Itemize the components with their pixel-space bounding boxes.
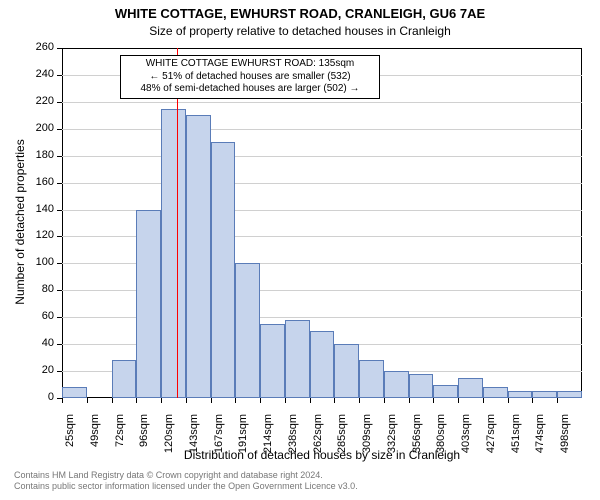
y-tick-label: 200	[0, 122, 54, 134]
x-tick	[112, 398, 113, 403]
y-tick	[57, 290, 62, 291]
histogram-bar	[211, 142, 236, 398]
y-tick	[57, 75, 62, 76]
y-tick	[57, 48, 62, 49]
histogram-bar	[508, 391, 533, 398]
chart-title: WHITE COTTAGE, EWHURST ROAD, CRANLEIGH, …	[0, 6, 600, 21]
histogram-bar	[285, 320, 310, 398]
annotation-line-3: 48% of semi-detached houses are larger (…	[125, 83, 375, 96]
x-tick	[186, 398, 187, 403]
y-tick	[57, 156, 62, 157]
y-tick	[57, 102, 62, 103]
histogram-bar	[483, 387, 508, 398]
footer-line-1: Contains HM Land Registry data © Crown c…	[14, 470, 358, 481]
y-tick-label: 180	[0, 149, 54, 161]
x-tick	[87, 398, 88, 403]
x-tick	[136, 398, 137, 403]
y-tick-label: 220	[0, 95, 54, 107]
x-tick	[310, 398, 311, 403]
property-marker-line	[177, 48, 178, 398]
histogram-bar	[161, 109, 186, 398]
histogram-bar	[359, 360, 384, 398]
x-tick	[458, 398, 459, 403]
histogram-bar	[62, 387, 87, 398]
y-tick-label: 140	[0, 203, 54, 215]
histogram-bar	[334, 344, 359, 398]
y-tick-label: 120	[0, 229, 54, 241]
x-tick	[359, 398, 360, 403]
x-axis-label: Distribution of detached houses by size …	[62, 448, 582, 462]
annotation-line-2: ← 51% of detached houses are smaller (53…	[125, 71, 375, 84]
x-tick	[285, 398, 286, 403]
histogram-bar	[557, 391, 582, 398]
y-tick-label: 260	[0, 41, 54, 53]
y-tick	[57, 344, 62, 345]
x-tick	[409, 398, 410, 403]
y-tick-label: 80	[0, 283, 54, 295]
license-footer: Contains HM Land Registry data © Crown c…	[14, 470, 358, 493]
histogram-bar	[136, 210, 161, 398]
y-gridline	[62, 183, 582, 184]
histogram-bar	[532, 391, 557, 398]
histogram-bar	[384, 371, 409, 398]
y-tick-label: 40	[0, 337, 54, 349]
x-tick	[211, 398, 212, 403]
x-tick	[508, 398, 509, 403]
y-tick-label: 100	[0, 256, 54, 268]
y-axis-label: Number of detached properties	[13, 132, 27, 312]
y-gridline	[62, 102, 582, 103]
x-tick	[161, 398, 162, 403]
y-gridline	[62, 129, 582, 130]
x-tick	[433, 398, 434, 403]
chart-subtitle: Size of property relative to detached ho…	[0, 24, 600, 38]
y-tick-label: 20	[0, 364, 54, 376]
y-tick	[57, 263, 62, 264]
y-tick	[57, 129, 62, 130]
y-tick	[57, 236, 62, 237]
histogram-bar	[458, 378, 483, 398]
y-tick-label: 0	[0, 391, 54, 403]
annotation-box: WHITE COTTAGE EWHURST ROAD: 135sqm← 51% …	[120, 55, 380, 99]
y-tick	[57, 371, 62, 372]
y-tick	[57, 317, 62, 318]
x-tick	[384, 398, 385, 403]
y-tick	[57, 210, 62, 211]
y-tick	[57, 183, 62, 184]
y-tick-label: 160	[0, 176, 54, 188]
x-tick	[557, 398, 558, 403]
y-tick-label: 60	[0, 310, 54, 322]
footer-line-2: Contains public sector information licen…	[14, 481, 358, 492]
histogram-bar	[235, 263, 260, 398]
x-tick	[62, 398, 63, 403]
x-tick	[532, 398, 533, 403]
histogram-bar	[310, 331, 335, 398]
x-tick	[483, 398, 484, 403]
x-tick	[334, 398, 335, 403]
histogram-bar	[409, 374, 434, 398]
histogram-bar	[112, 360, 137, 398]
histogram-bar	[433, 385, 458, 398]
y-gridline	[62, 156, 582, 157]
y-tick-label: 240	[0, 68, 54, 80]
histogram-bar	[260, 324, 285, 398]
x-tick	[260, 398, 261, 403]
x-tick	[235, 398, 236, 403]
histogram-bar	[186, 115, 211, 398]
annotation-line-1: WHITE COTTAGE EWHURST ROAD: 135sqm	[125, 58, 375, 71]
